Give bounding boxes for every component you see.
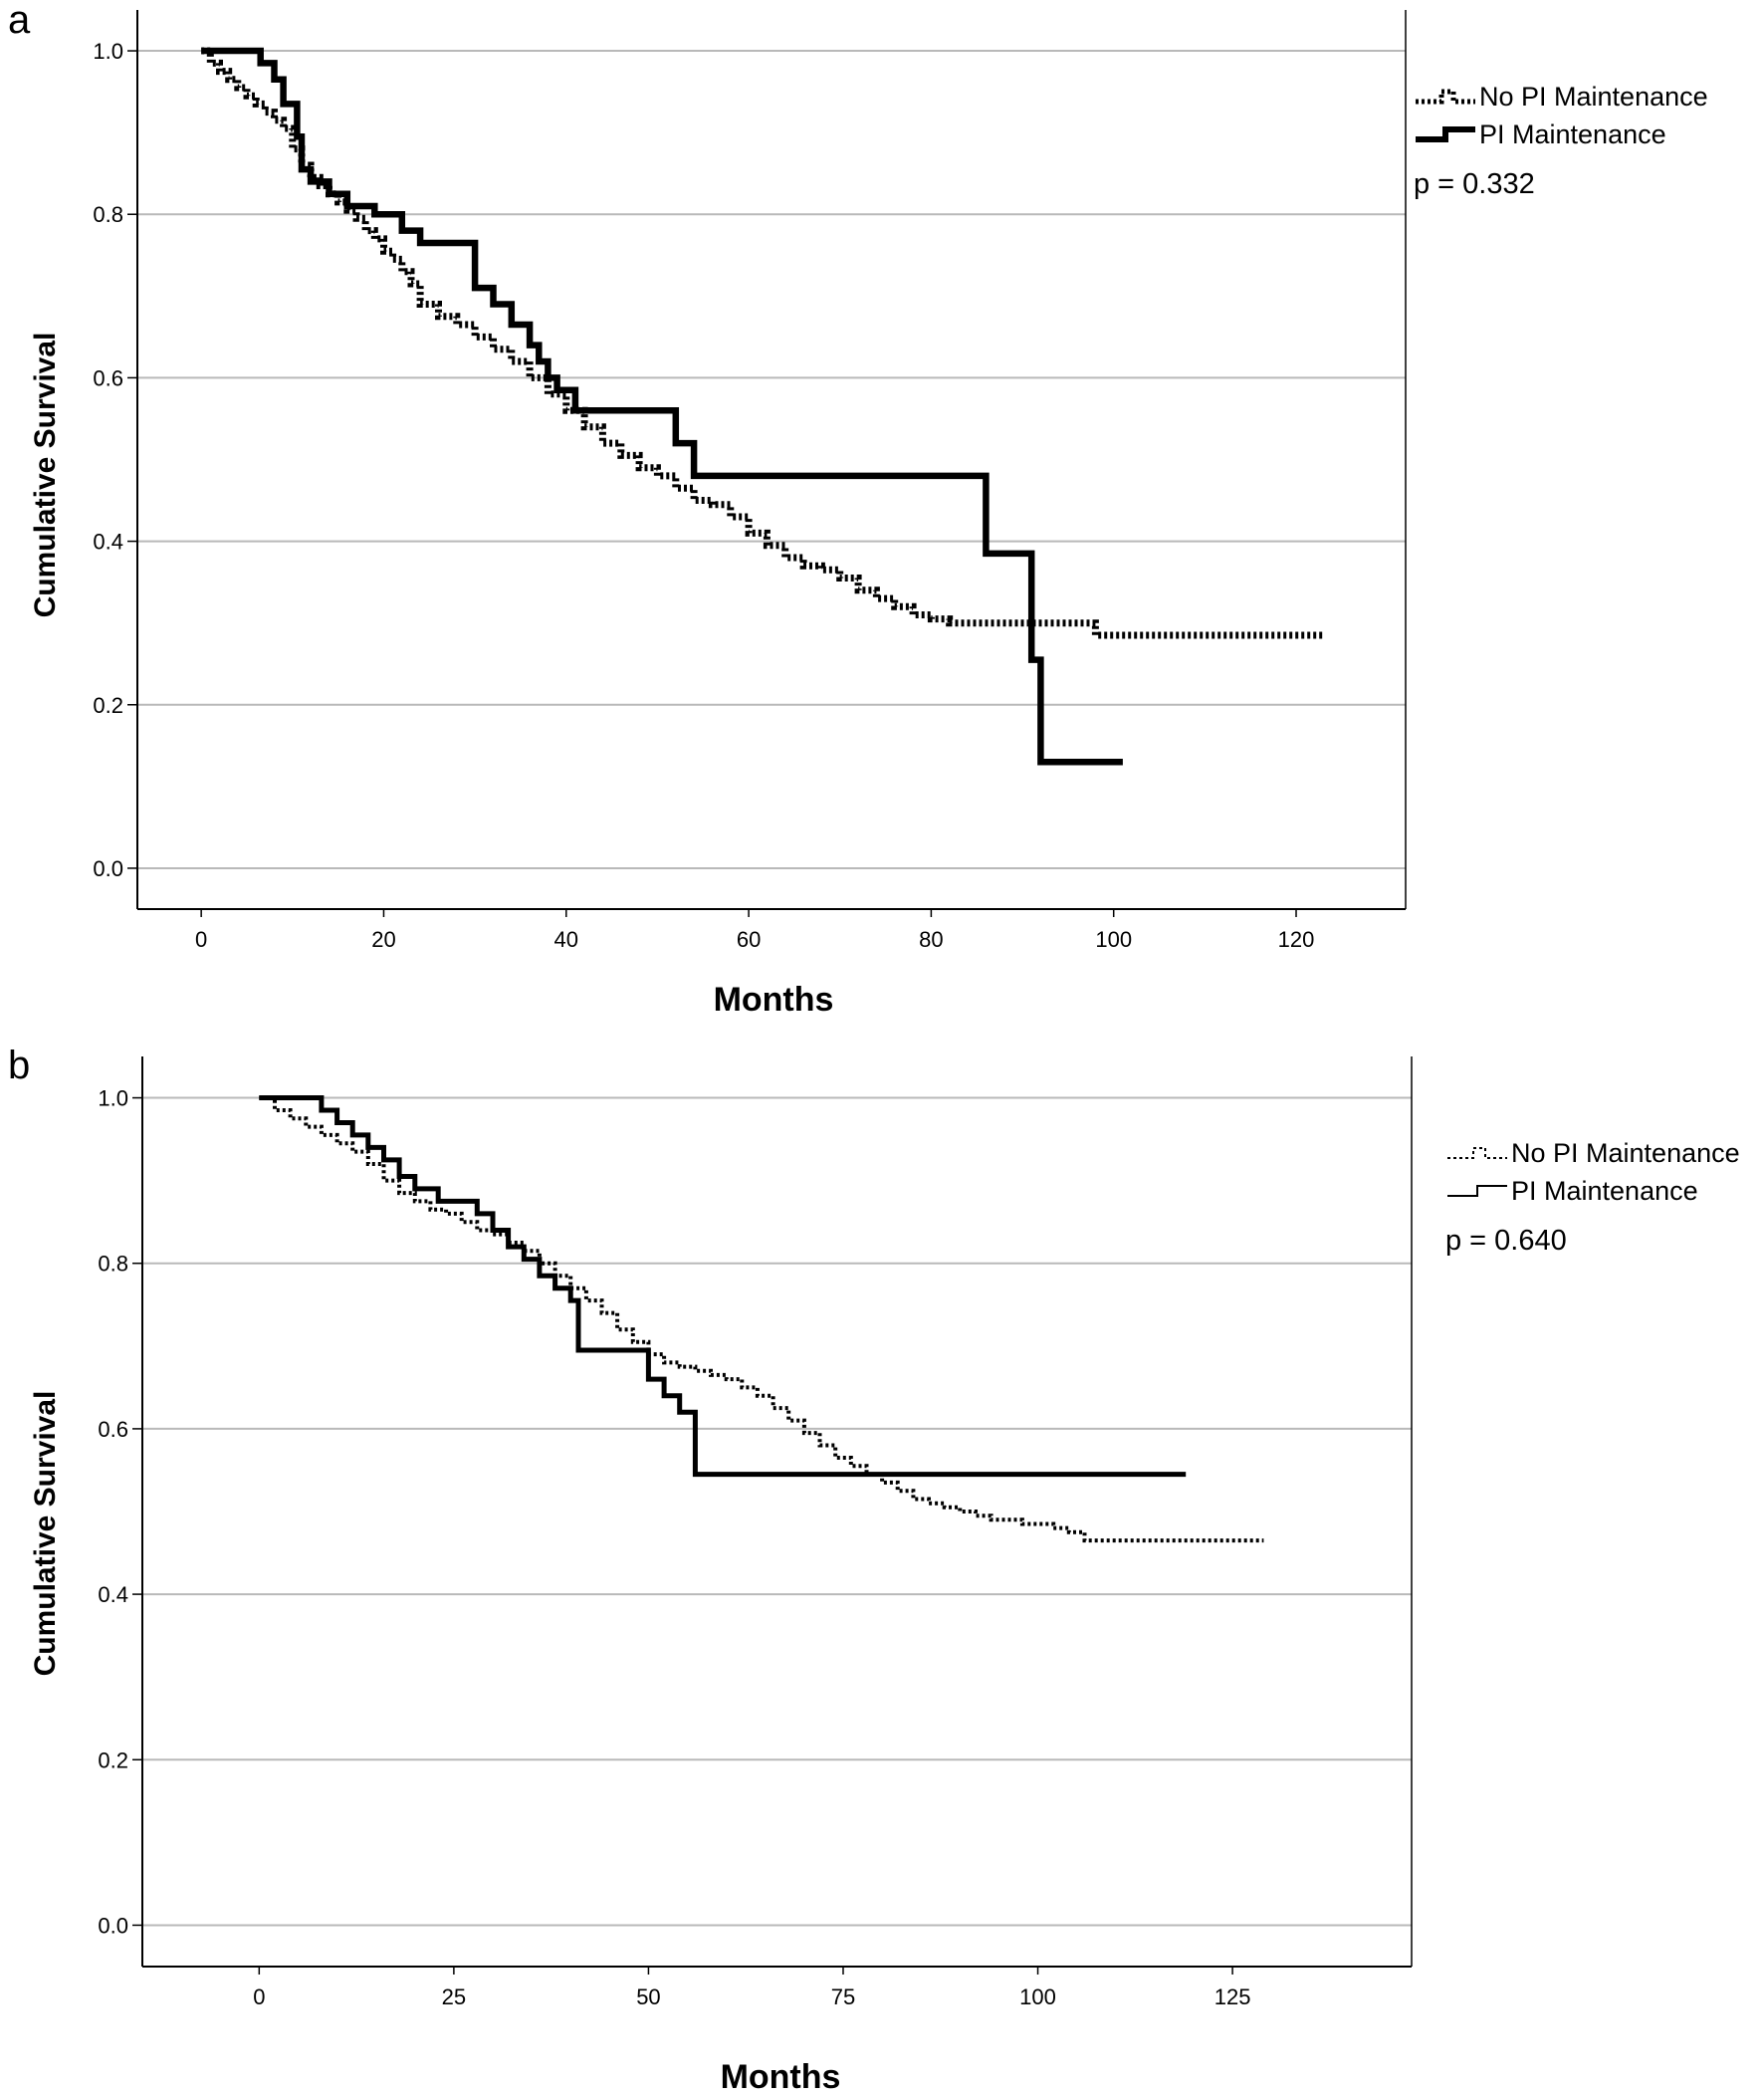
legend-swatch-dotted-a <box>1416 89 1475 105</box>
y-tick-label-0: 0.0 <box>98 1913 128 1938</box>
x-tick-label-4: 100 <box>1019 1984 1056 2009</box>
series-no-pi-maintenance-line <box>259 1095 1264 1543</box>
legend-item-pi-a: PI Maintenance <box>1414 116 1708 153</box>
legend-item-no-pi-b: No PI Maintenance <box>1445 1134 1740 1172</box>
panel-label-a: a <box>8 0 31 42</box>
legend-swatch-solid-a <box>1416 126 1475 142</box>
panel-b: 0.0 0.2 0.4 0.6 0.8 1.0 0 25 50 75 100 125 b Cumula… <box>0 1044 1764 2096</box>
y-tick-label-5: 1.0 <box>93 39 123 64</box>
x-tick-label-6: 120 <box>1278 927 1315 952</box>
legend-swatch-dotted-b <box>1447 1147 1507 1159</box>
x-tick-label-1: 25 <box>442 1984 466 2009</box>
y-tick-label-5: 1.0 <box>98 1086 128 1111</box>
legend-item-pi-b: PI Maintenance <box>1445 1172 1740 1210</box>
p-value-b: p = 0.640 <box>1445 1225 1567 1257</box>
series-pi-maintenance-line <box>201 47 1123 766</box>
x-tick-label-4: 80 <box>919 927 943 952</box>
legend-text-pi-a: PI Maintenance <box>1479 119 1666 149</box>
panel-label-b: b <box>8 1044 31 1087</box>
y-tick-label-2: 0.4 <box>93 530 123 555</box>
y-tick-label-4: 0.8 <box>98 1252 128 1277</box>
panel-a: 0.0 0.2 0.4 0.6 0.8 1.0 0 20 40 60 80 100 120 a Cumu… <box>0 0 1764 1046</box>
legend-text-no-pi-b: No PI Maintenance <box>1511 1138 1740 1168</box>
y-tick-label-2: 0.4 <box>98 1582 128 1607</box>
plot-b: 0.0 0.2 0.4 0.6 0.8 1.0 0 25 50 75 100 125 <box>98 1056 1413 2009</box>
y-axis-label-a: Cumulative Survival <box>29 332 62 618</box>
x-axis-label-a: Months <box>713 981 834 1019</box>
y-tick-label-3: 0.6 <box>98 1417 128 1442</box>
x-tick-label-1: 20 <box>371 927 395 952</box>
plot-a: 0.0 0.2 0.4 0.6 0.8 1.0 0 20 40 60 80 100 120 <box>93 10 1407 952</box>
legend-swatch-solid-b <box>1447 1185 1507 1197</box>
y-axis-label-b: Cumulative Survival <box>29 1390 62 1677</box>
series-pi-maintenance-line <box>259 1095 1187 1478</box>
x-tick-label-2: 50 <box>636 1984 660 2009</box>
x-tick-label-5: 125 <box>1214 1984 1251 2009</box>
y-tick-label-0: 0.0 <box>93 856 123 881</box>
legend-text-pi-b: PI Maintenance <box>1511 1176 1698 1206</box>
legend-a: No PI Maintenance PI Maintenance p = 0.3… <box>1414 78 1708 203</box>
x-tick-label-5: 100 <box>1095 927 1132 952</box>
p-value-a: p = 0.332 <box>1414 168 1535 200</box>
x-tick-label-0: 0 <box>253 1984 265 2009</box>
x-tick-label-3: 60 <box>737 927 761 952</box>
y-tick-label-1: 0.2 <box>98 1748 128 1772</box>
legend-item-no-pi-a: No PI Maintenance <box>1414 78 1708 116</box>
x-tick-label-0: 0 <box>195 927 207 952</box>
x-tick-label-2: 40 <box>554 927 578 952</box>
x-axis-label-b: Months <box>720 2058 841 2096</box>
y-tick-label-4: 0.8 <box>93 202 123 227</box>
legend-b: No PI Maintenance PI Maintenance p = 0.6… <box>1445 1134 1740 1260</box>
x-tick-label-3: 75 <box>831 1984 855 2009</box>
series-no-pi-maintenance-line <box>201 47 1324 639</box>
y-tick-label-3: 0.6 <box>93 365 123 390</box>
legend-text-no-pi-a: No PI Maintenance <box>1479 82 1708 112</box>
y-tick-label-1: 0.2 <box>93 693 123 718</box>
